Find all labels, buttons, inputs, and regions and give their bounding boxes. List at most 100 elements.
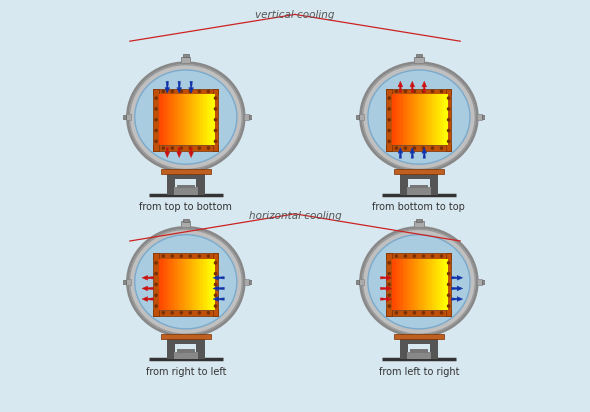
Bar: [166, 168, 175, 194]
Bar: [399, 94, 401, 145]
Circle shape: [447, 140, 450, 143]
Bar: [433, 259, 435, 310]
Bar: [482, 115, 485, 119]
Ellipse shape: [135, 70, 237, 164]
Bar: [196, 259, 198, 310]
Bar: [208, 259, 211, 310]
Circle shape: [155, 262, 158, 264]
Bar: [211, 259, 213, 310]
Polygon shape: [189, 81, 194, 93]
Circle shape: [214, 283, 217, 286]
Bar: [422, 94, 424, 145]
Bar: [412, 94, 415, 145]
Bar: [400, 94, 402, 145]
Circle shape: [447, 272, 450, 275]
Bar: [196, 333, 205, 359]
Bar: [395, 259, 396, 310]
Bar: [186, 259, 188, 310]
Bar: [164, 94, 166, 145]
Bar: [435, 259, 437, 310]
Circle shape: [155, 119, 158, 121]
Bar: [359, 279, 364, 285]
Circle shape: [198, 255, 201, 257]
Bar: [407, 259, 409, 310]
Bar: [428, 94, 430, 145]
Bar: [192, 94, 194, 145]
Polygon shape: [422, 147, 427, 158]
Circle shape: [388, 129, 391, 132]
Ellipse shape: [368, 70, 470, 164]
Circle shape: [162, 312, 165, 314]
Bar: [417, 94, 419, 145]
Bar: [446, 89, 451, 151]
Bar: [408, 259, 411, 310]
Bar: [178, 94, 180, 145]
Bar: [402, 259, 404, 310]
Bar: [167, 259, 169, 310]
Bar: [359, 114, 364, 120]
Bar: [166, 94, 168, 145]
Bar: [210, 94, 212, 145]
Circle shape: [155, 140, 158, 143]
Circle shape: [155, 283, 158, 286]
Bar: [446, 253, 451, 316]
Bar: [153, 145, 218, 151]
Bar: [437, 94, 440, 145]
Bar: [179, 94, 182, 145]
Bar: [167, 94, 169, 145]
Bar: [182, 94, 184, 145]
Circle shape: [447, 108, 450, 110]
Bar: [186, 94, 188, 145]
Bar: [126, 114, 131, 120]
Bar: [181, 259, 183, 310]
Polygon shape: [165, 81, 170, 93]
Bar: [427, 259, 428, 310]
Bar: [410, 259, 412, 310]
Bar: [410, 94, 412, 145]
Bar: [444, 94, 447, 145]
Bar: [206, 94, 208, 145]
Bar: [386, 89, 392, 151]
Circle shape: [388, 97, 391, 99]
Circle shape: [388, 108, 391, 110]
Bar: [172, 94, 175, 145]
Bar: [189, 94, 191, 145]
Text: vertical cooling: vertical cooling: [255, 10, 335, 20]
Ellipse shape: [135, 235, 237, 329]
Bar: [188, 259, 190, 310]
Circle shape: [422, 312, 425, 314]
Bar: [419, 94, 421, 145]
Bar: [166, 339, 205, 344]
Polygon shape: [451, 297, 463, 302]
Bar: [181, 94, 183, 145]
Polygon shape: [451, 276, 463, 280]
Circle shape: [395, 312, 398, 314]
Bar: [202, 94, 204, 145]
Bar: [394, 259, 395, 310]
Bar: [398, 94, 399, 145]
Circle shape: [189, 90, 192, 92]
Bar: [200, 94, 202, 145]
Bar: [160, 169, 211, 174]
Bar: [183, 259, 186, 310]
Bar: [212, 94, 215, 145]
Bar: [166, 174, 205, 179]
Ellipse shape: [127, 227, 244, 336]
Bar: [432, 94, 434, 145]
Bar: [414, 259, 416, 310]
Bar: [188, 94, 190, 145]
Circle shape: [155, 108, 158, 110]
Bar: [406, 259, 408, 310]
Circle shape: [171, 255, 173, 257]
Bar: [392, 94, 394, 145]
Bar: [195, 259, 196, 310]
Circle shape: [395, 90, 398, 92]
Polygon shape: [142, 276, 153, 280]
Bar: [477, 279, 482, 285]
Circle shape: [388, 305, 391, 307]
Bar: [189, 259, 191, 310]
Bar: [427, 94, 428, 145]
Circle shape: [447, 129, 450, 132]
Bar: [412, 259, 415, 310]
Circle shape: [214, 108, 217, 110]
